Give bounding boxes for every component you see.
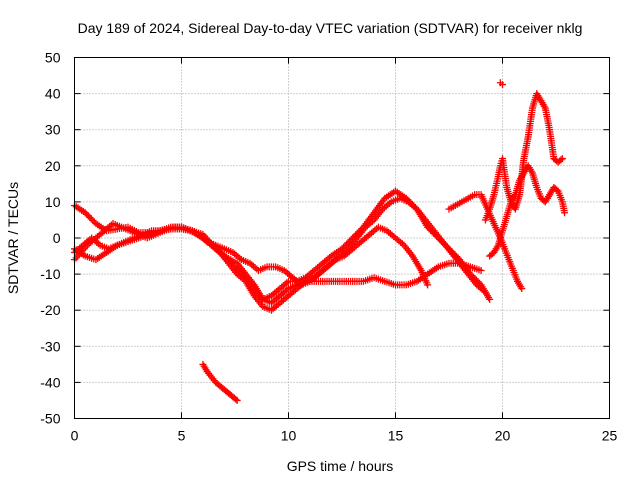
data-point [233,396,241,404]
ticks-layer: 0 5 10 15 20 25 -50 -40 -30 -20 -10 0 10 20 30 40 50 [40,50,617,444]
y-tick-label: 0 [53,230,61,246]
data-point [231,263,239,271]
chart-title: Day 189 of 2024, Sidereal Day-to-day VTE… [78,20,583,36]
data-layer [71,79,569,404]
y-tick-label: 40 [45,86,61,102]
data-point [340,243,348,251]
data-point [234,266,242,274]
data-point [341,242,349,250]
y-tick-label: 20 [45,158,61,174]
x-tick-label: 25 [602,428,618,444]
x-axis-label: GPS time / hours [287,458,394,474]
data-point [89,216,97,224]
y-tick-label: 10 [45,194,61,210]
data-point [86,213,94,221]
data-point [424,281,432,289]
y-tick-label: -40 [40,374,60,390]
series-track-e [199,360,241,404]
series-track-i [496,79,506,89]
x-tick-label: 5 [178,428,186,444]
x-tick-label: 15 [388,428,404,444]
x-tick-label: 10 [281,428,297,444]
series-track-g [486,162,569,260]
data-point [84,212,92,220]
y-tick-label: -50 [40,411,60,427]
data-point [81,209,89,217]
data-point [486,295,494,303]
y-tick-label: -10 [40,266,60,282]
series-track-d [71,220,432,289]
data-point [558,155,566,163]
data-point [232,395,240,403]
data-point [237,269,245,277]
data-point [477,266,485,274]
data-point [499,81,506,89]
data-point [236,268,244,276]
data-point [557,156,565,164]
y-tick-label: -20 [40,302,60,318]
x-tick-label: 0 [71,428,79,444]
data-point [518,285,526,293]
y-axis-label: SDTVAR / TECUs [5,182,21,294]
y-tick-label: 30 [45,122,61,138]
data-point [561,209,569,217]
data-point [233,264,241,272]
series-track-h [445,191,526,293]
y-tick-label: 50 [45,50,61,66]
data-point [239,271,247,279]
data-point [481,288,489,296]
data-point [83,210,91,218]
x-tick-label: 20 [495,428,511,444]
y-tick-label: -30 [40,338,60,354]
data-point [87,215,95,223]
